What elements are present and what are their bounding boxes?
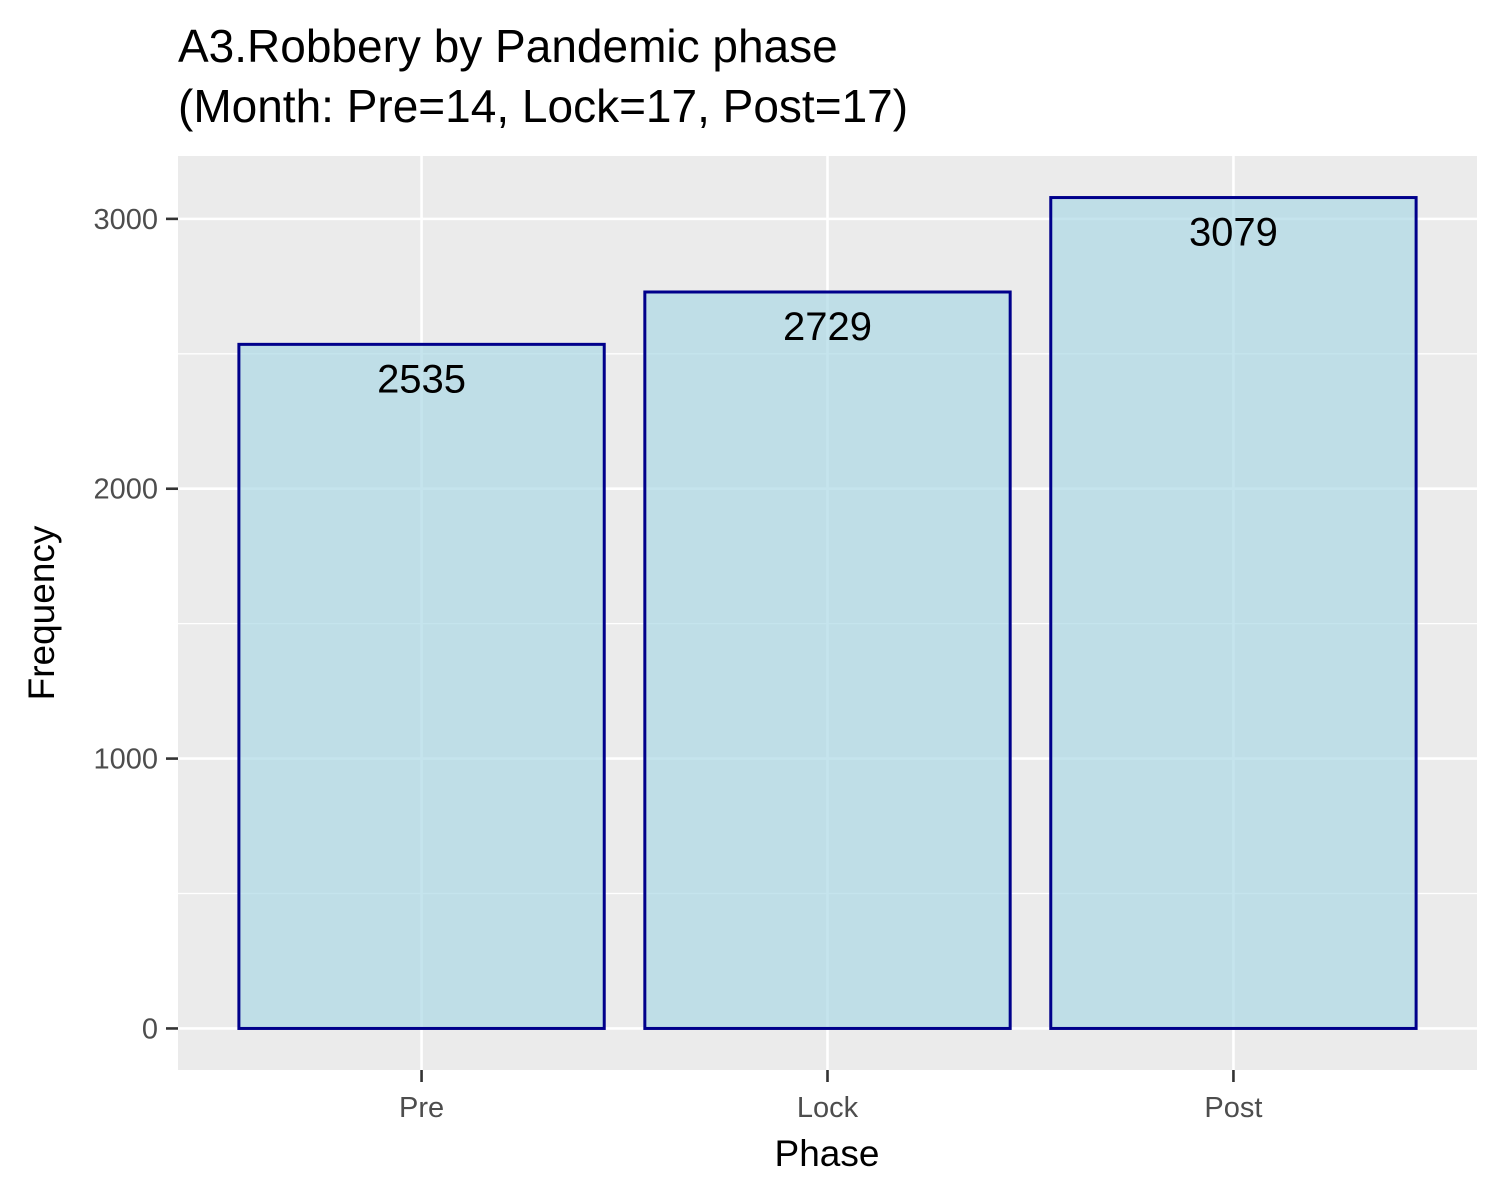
x-axis: Pre Lock Post	[399, 1070, 1262, 1124]
data-label-lock: 2729	[783, 305, 872, 349]
y-axis: 0 1000 2000 3000	[93, 204, 178, 1045]
bar-pre	[237, 342, 606, 1030]
y-tick-label: 0	[142, 1013, 158, 1045]
y-tick-label: 3000	[93, 204, 158, 236]
bar-lock	[643, 290, 1012, 1030]
y-axis-title: Frequency	[21, 525, 62, 700]
bars	[237, 196, 1418, 1030]
x-tick-label: Pre	[399, 1092, 444, 1124]
chart-title-line-2: (Month: Pre=14, Lock=17, Post=17)	[178, 80, 908, 132]
chart-title-line-1: A3.Robbery by Pandemic phase	[178, 20, 838, 72]
y-tick-label: 1000	[93, 744, 158, 776]
x-axis-title: Phase	[775, 1133, 880, 1174]
data-labels: 2535 2729 3079	[377, 211, 1278, 402]
data-label-post: 3079	[1189, 211, 1278, 255]
bar-post	[1049, 196, 1418, 1030]
x-tick-label: Post	[1204, 1092, 1262, 1124]
y-tick-label: 2000	[93, 474, 158, 506]
x-tick-label: Lock	[797, 1092, 859, 1124]
data-label-pre: 2535	[377, 357, 466, 401]
